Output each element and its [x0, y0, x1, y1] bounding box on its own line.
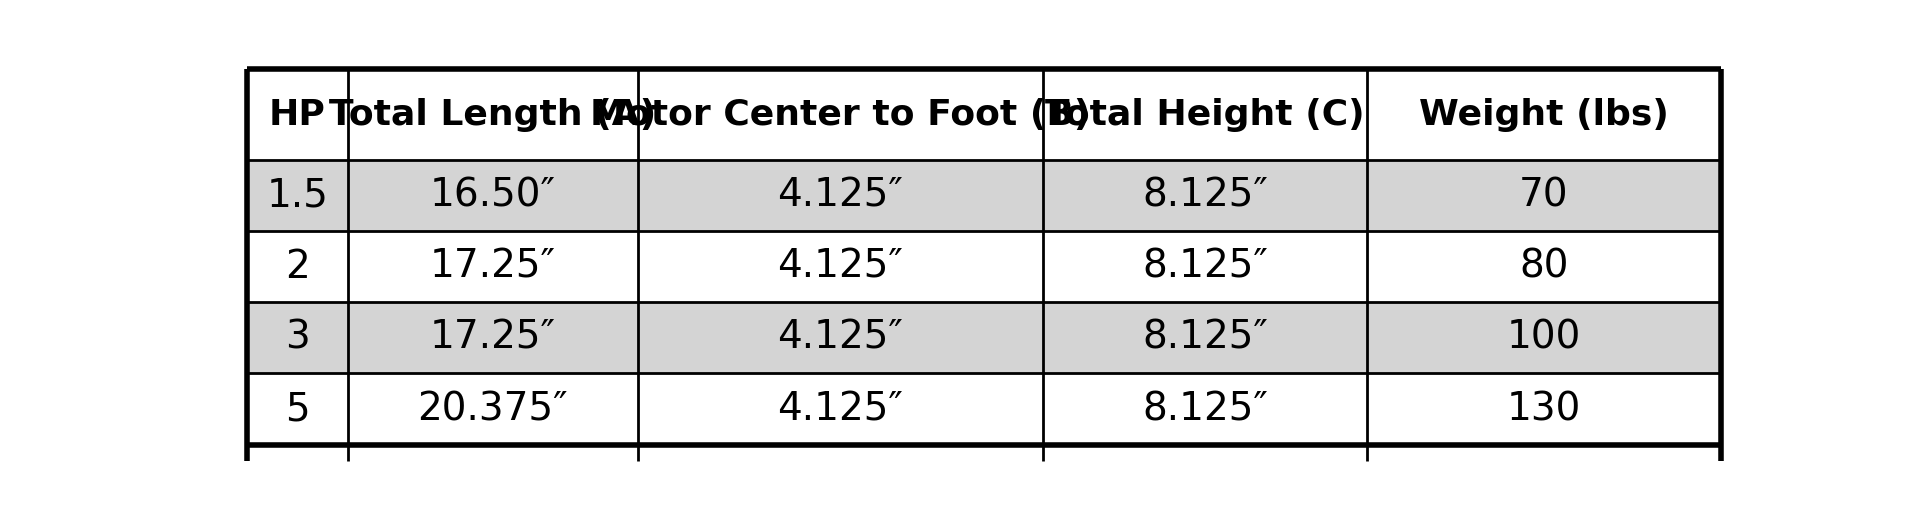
Bar — [1367, 160, 1720, 231]
Text: 130: 130 — [1507, 390, 1580, 428]
Text: 4.125″: 4.125″ — [778, 176, 902, 215]
Text: 4.125″: 4.125″ — [778, 390, 902, 428]
Bar — [1043, 231, 1367, 302]
Bar — [1367, 231, 1720, 302]
Text: 8.125″: 8.125″ — [1142, 319, 1267, 357]
Text: 4.125″: 4.125″ — [778, 248, 902, 286]
Bar — [1043, 373, 1367, 445]
Bar — [348, 69, 637, 160]
Bar — [1043, 160, 1367, 231]
Bar — [1367, 302, 1720, 373]
Bar — [248, 231, 348, 302]
Bar — [348, 302, 637, 373]
Text: 4.125″: 4.125″ — [778, 319, 902, 357]
Text: Total Height (C): Total Height (C) — [1044, 98, 1365, 132]
Bar — [637, 231, 1043, 302]
Text: 2: 2 — [286, 248, 309, 286]
Bar — [248, 160, 348, 231]
Bar — [637, 69, 1043, 160]
Bar — [248, 302, 348, 373]
Bar — [1367, 373, 1720, 445]
Text: 70: 70 — [1519, 176, 1569, 215]
Bar — [248, 69, 348, 160]
Text: Motor Center to Foot (B): Motor Center to Foot (B) — [589, 98, 1091, 132]
Text: 17.25″: 17.25″ — [430, 319, 555, 357]
Text: HP: HP — [269, 98, 326, 132]
Bar — [348, 160, 637, 231]
Text: Weight (lbs): Weight (lbs) — [1419, 98, 1668, 132]
Text: 5: 5 — [286, 390, 309, 428]
Text: Total Length (A): Total Length (A) — [328, 98, 657, 132]
Bar — [637, 373, 1043, 445]
Bar — [348, 231, 637, 302]
Bar — [637, 160, 1043, 231]
Text: 8.125″: 8.125″ — [1142, 248, 1267, 286]
Bar — [1367, 69, 1720, 160]
Bar — [1043, 69, 1367, 160]
Text: 80: 80 — [1519, 248, 1569, 286]
Bar — [348, 373, 637, 445]
Bar — [637, 302, 1043, 373]
Text: 3: 3 — [286, 319, 309, 357]
Text: 1.5: 1.5 — [267, 176, 328, 215]
Bar — [248, 373, 348, 445]
Text: 16.50″: 16.50″ — [430, 176, 555, 215]
Text: 100: 100 — [1507, 319, 1580, 357]
Text: 20.375″: 20.375″ — [417, 390, 568, 428]
Text: 8.125″: 8.125″ — [1142, 390, 1267, 428]
Bar — [1043, 302, 1367, 373]
Text: 17.25″: 17.25″ — [430, 248, 555, 286]
Text: 8.125″: 8.125″ — [1142, 176, 1267, 215]
